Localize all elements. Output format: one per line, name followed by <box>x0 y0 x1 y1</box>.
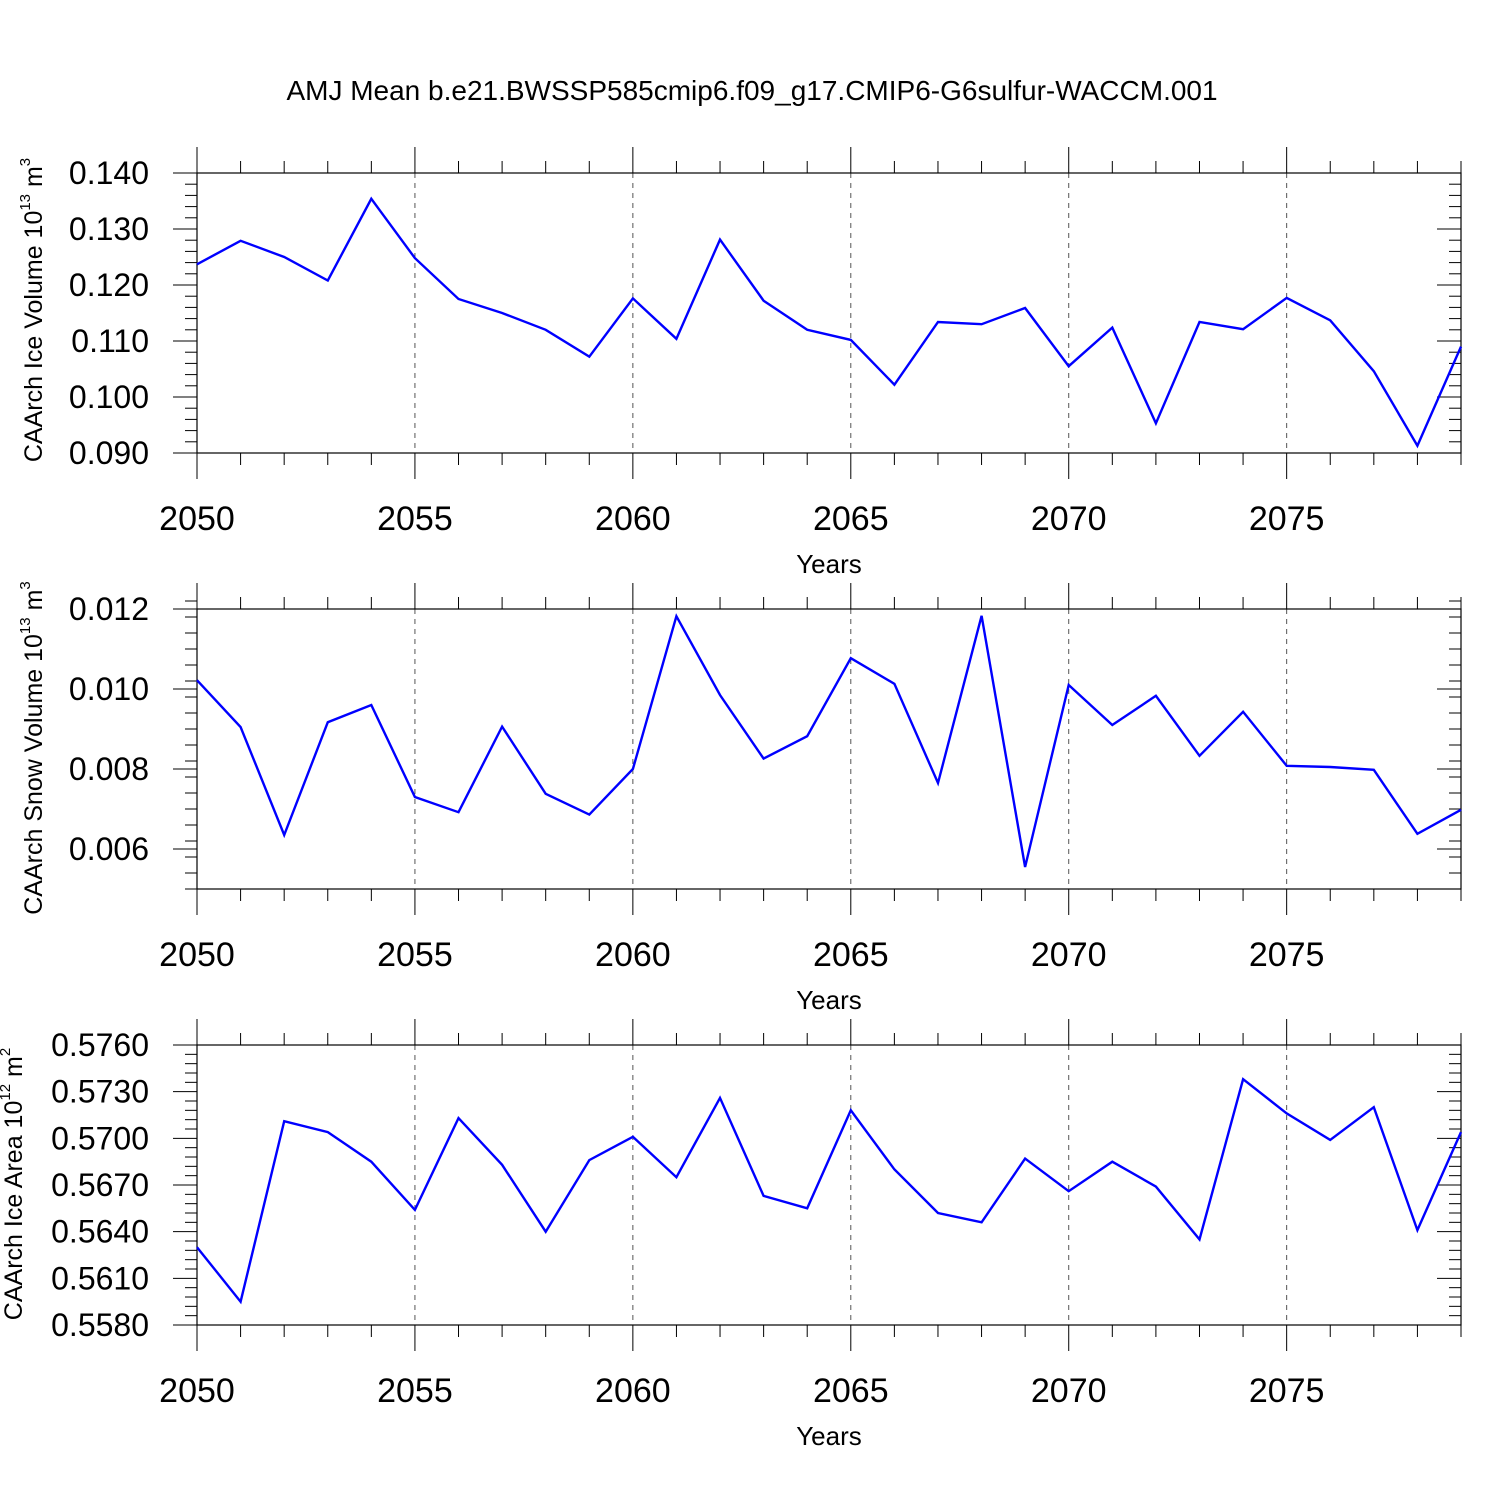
x-tick-label: 2070 <box>1031 1372 1107 1410</box>
y-tick-label: 0.5640 <box>51 1214 149 1250</box>
y-tick-label: 0.100 <box>69 379 149 415</box>
y-tick-label: 0.5580 <box>51 1307 149 1343</box>
x-tick-label: 2060 <box>595 500 671 538</box>
panel-2: 2050 2055 2060 2065 2070 2075 0.006 0.008 0.010 0… <box>17 581 1462 1015</box>
x-tick-label: 2050 <box>159 936 235 974</box>
panel-1: 2050 2055 2060 2065 2070 2075 0.090 0.100 0.110 0… <box>17 147 1463 579</box>
series-line <box>196 613 1462 868</box>
x-tick-label: 2050 <box>159 500 235 538</box>
y-tick-label: 0.120 <box>69 267 149 303</box>
y-tick-label: 0.006 <box>69 831 149 867</box>
x-tick-label: 2060 <box>595 936 671 974</box>
y-axis-label: CAArch Ice Volume 1013 m3 <box>17 158 48 462</box>
y-tick-label: 0.008 <box>69 751 149 787</box>
series-line <box>196 1077 1463 1305</box>
x-tick-label: 2065 <box>813 1372 889 1410</box>
y-tick-label: 0.090 <box>69 435 149 471</box>
y-tick-label: 0.012 <box>69 591 149 627</box>
panel-3: 2050 2055 2060 2065 2070 2075 0.5580 0.5610 0.56… <box>0 1019 1463 1451</box>
y-tick-label: 0.5700 <box>51 1120 149 1156</box>
x-tick-label: 2065 <box>813 936 889 974</box>
y-tick-label: 0.110 <box>71 323 149 359</box>
x-tick-label: 2065 <box>813 500 889 538</box>
y-tick-label: 0.5760 <box>51 1027 149 1063</box>
x-axis-label: Years <box>796 549 862 579</box>
plot-frame <box>196 608 1462 890</box>
y-tick-label: 0.130 <box>69 211 149 247</box>
figure-title: AMJ Mean b.e21.BWSSP585cmip6.f09_g17.CMI… <box>286 75 1217 106</box>
x-axis-label: Years <box>796 985 862 1015</box>
x-tick-label: 2075 <box>1249 1372 1325 1410</box>
x-tick-label: 2075 <box>1249 936 1325 974</box>
x-tick-label: 2060 <box>595 1372 671 1410</box>
x-tick-label: 2075 <box>1249 500 1325 538</box>
y-tick-label: 0.5730 <box>51 1074 149 1110</box>
x-tick-label: 2055 <box>377 1372 453 1410</box>
panels: 2050 2055 2060 2065 2070 2075 0.090 0.100 0.110 0… <box>0 147 1463 1451</box>
x-tick-label: 2070 <box>1031 500 1107 538</box>
y-axis-label: CAArch Ice Area 1012 m2 <box>0 1048 28 1320</box>
x-tick-label: 2055 <box>377 500 453 538</box>
y-axis-label: CAArch Snow Volume 1013 m3 <box>17 581 48 915</box>
y-tick-label: 0.140 <box>69 155 149 191</box>
y-tick-label: 0.5670 <box>51 1167 149 1203</box>
plot-frame <box>196 1044 1462 1326</box>
y-tick-label: 0.010 <box>69 671 149 707</box>
series-line <box>196 196 1463 449</box>
x-tick-label: 2055 <box>377 936 453 974</box>
y-tick-label: 0.5610 <box>51 1260 149 1296</box>
x-axis-label: Years <box>796 1421 862 1451</box>
x-tick-label: 2050 <box>159 1372 235 1410</box>
x-tick-label: 2070 <box>1031 936 1107 974</box>
plot-frame <box>196 172 1462 454</box>
